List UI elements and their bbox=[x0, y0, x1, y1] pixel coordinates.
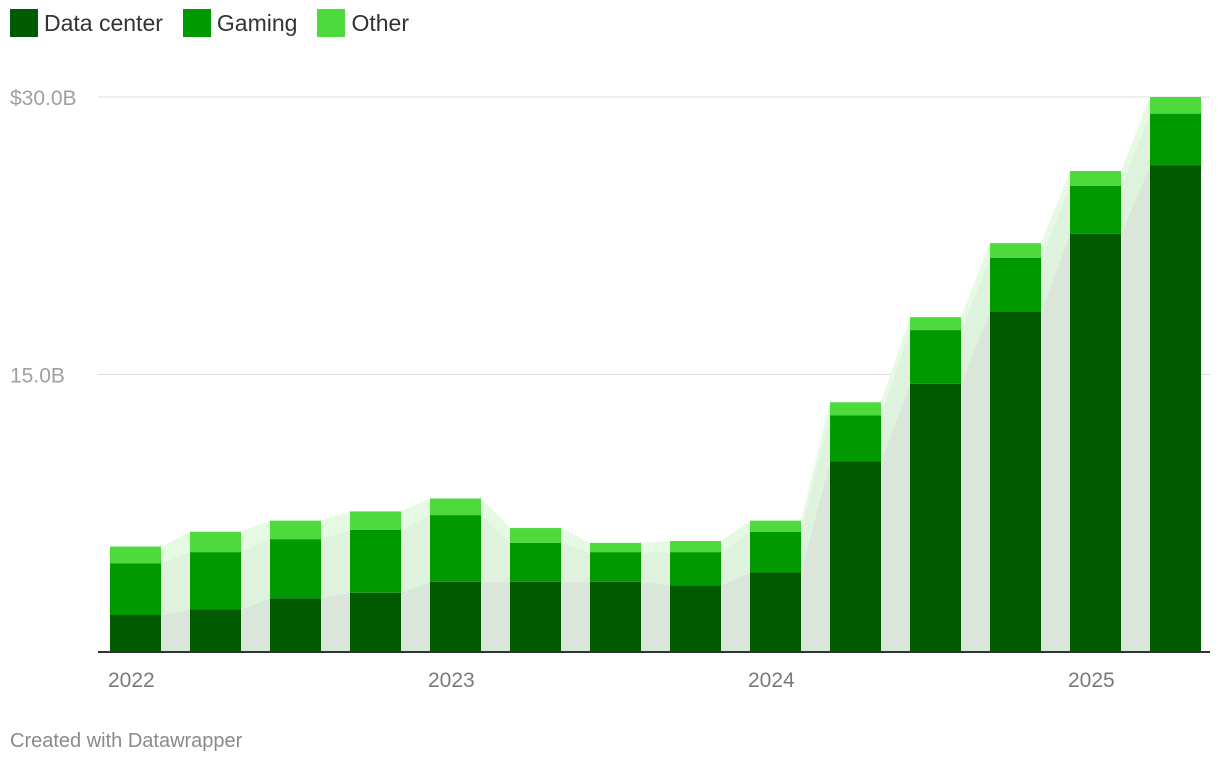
connector-band-1-3 bbox=[401, 515, 430, 593]
connector-band-0-7 bbox=[721, 572, 750, 652]
connector-band-0-10 bbox=[961, 311, 990, 652]
connector-band-1-2 bbox=[321, 529, 350, 599]
connector-band-0-2 bbox=[321, 592, 350, 652]
bar-1-1 bbox=[190, 552, 241, 610]
connector-band-0-6 bbox=[641, 581, 670, 652]
connector-band-2-6 bbox=[641, 541, 670, 553]
connector-band-1-12 bbox=[1121, 113, 1150, 234]
bar-2-12 bbox=[1070, 171, 1121, 186]
bar-0-6 bbox=[590, 581, 641, 652]
connector-band-1-11 bbox=[1041, 185, 1070, 312]
legend-label-other: Other bbox=[351, 10, 409, 36]
chart-legend: Data center Gaming Other bbox=[10, 9, 429, 37]
connector-band-0-0 bbox=[161, 609, 190, 652]
connector-band-2-8 bbox=[801, 402, 830, 532]
datawrapper-credit: Created with Datawrapper bbox=[10, 730, 243, 752]
connector-band-2-9 bbox=[881, 317, 910, 416]
bar-1-3 bbox=[350, 529, 401, 593]
bar-1-6 bbox=[590, 552, 641, 582]
bar-1-12 bbox=[1070, 185, 1121, 234]
connector-band-1-4 bbox=[481, 515, 510, 582]
connector-band-0-3 bbox=[401, 581, 430, 652]
bar-1-9 bbox=[830, 415, 881, 462]
bar-1-8 bbox=[750, 531, 801, 573]
bar-2-11 bbox=[990, 243, 1041, 258]
connector-band-1-8 bbox=[801, 415, 830, 573]
y-tick-label-1: 15.0B bbox=[10, 365, 65, 388]
connector-band-2-0 bbox=[161, 531, 190, 564]
connector-band-1-10 bbox=[961, 257, 990, 384]
connector-band-1-5 bbox=[561, 542, 590, 582]
bar-2-2 bbox=[270, 520, 321, 540]
x-tick-label-3: 2025 bbox=[1068, 669, 1115, 692]
connector-band-0-12 bbox=[1121, 165, 1150, 652]
bar-2-7 bbox=[670, 541, 721, 553]
x-tick-label-2: 2024 bbox=[748, 669, 795, 692]
connector-band-1-0 bbox=[161, 552, 190, 615]
legend-swatch-gaming bbox=[182, 9, 211, 37]
connector-band-0-4 bbox=[481, 581, 510, 652]
bar-1-5 bbox=[510, 542, 561, 582]
bar-1-13 bbox=[1150, 113, 1201, 166]
bar-2-4 bbox=[430, 498, 481, 516]
bar-2-13 bbox=[1150, 97, 1201, 114]
bar-2-1 bbox=[190, 531, 241, 553]
bar-1-2 bbox=[270, 539, 321, 599]
connector-band-1-6 bbox=[641, 552, 670, 586]
bar-0-11 bbox=[990, 311, 1041, 652]
connector-band-1-9 bbox=[881, 330, 910, 462]
connector-band-2-10 bbox=[961, 243, 990, 331]
connector-band-2-3 bbox=[401, 498, 430, 530]
bar-0-7 bbox=[670, 585, 721, 652]
connector-band-2-11 bbox=[1041, 171, 1070, 258]
bar-2-8 bbox=[750, 520, 801, 532]
bar-0-13 bbox=[1150, 165, 1201, 652]
bar-1-7 bbox=[670, 552, 721, 586]
connector-band-2-5 bbox=[561, 528, 590, 553]
bar-0-2 bbox=[270, 598, 321, 652]
legend-swatch-data-center bbox=[10, 9, 38, 37]
connector-band-0-9 bbox=[881, 383, 910, 652]
connector-band-2-2 bbox=[321, 511, 350, 540]
bar-2-6 bbox=[590, 542, 641, 553]
bar-0-10 bbox=[910, 383, 961, 652]
bar-0-0 bbox=[110, 615, 161, 652]
connector-band-1-7 bbox=[721, 531, 750, 586]
connector-band-2-4 bbox=[481, 498, 510, 543]
x-tick-label-0: 2022 bbox=[108, 669, 155, 692]
bar-0-5 bbox=[510, 581, 561, 652]
stacked-bar-chart: $30.0B 15.0B 2022 2023 2024 2025 bbox=[10, 87, 1210, 692]
connector-band-0-8 bbox=[801, 461, 830, 652]
connector-band-2-7 bbox=[721, 520, 750, 553]
bar-1-11 bbox=[990, 257, 1041, 312]
bar-1-0 bbox=[110, 563, 161, 615]
x-tick-label-1: 2023 bbox=[428, 669, 475, 692]
legend-item-other: Other bbox=[317, 9, 409, 37]
bar-2-9 bbox=[830, 402, 881, 416]
connector-band-2-1 bbox=[241, 520, 270, 553]
y-tick-label-0: $30.0B bbox=[10, 87, 77, 110]
bar-2-0 bbox=[110, 546, 161, 564]
bar-2-5 bbox=[510, 528, 561, 543]
legend-label-gaming: Gaming bbox=[216, 10, 298, 36]
bar-0-3 bbox=[350, 592, 401, 652]
legend-item-gaming: Gaming bbox=[182, 9, 298, 37]
connector-band-0-1 bbox=[241, 598, 270, 652]
bar-0-12 bbox=[1070, 233, 1121, 652]
bar-0-9 bbox=[830, 461, 881, 652]
legend-label-data-center: Data center bbox=[44, 10, 163, 36]
legend-swatch-other bbox=[317, 9, 346, 37]
bar-0-8 bbox=[750, 572, 801, 652]
bar-2-3 bbox=[350, 511, 401, 530]
legend-item-data-center: Data center bbox=[10, 9, 163, 37]
connector-band-1-1 bbox=[241, 539, 270, 610]
bar-1-4 bbox=[430, 515, 481, 582]
bar-0-4 bbox=[430, 581, 481, 652]
connector-band-0-5 bbox=[561, 581, 590, 652]
connector-band-0-11 bbox=[1041, 233, 1070, 652]
bar-2-10 bbox=[910, 317, 961, 331]
connector-band-2-12 bbox=[1121, 97, 1150, 186]
bar-0-1 bbox=[190, 609, 241, 652]
bar-1-10 bbox=[910, 330, 961, 384]
